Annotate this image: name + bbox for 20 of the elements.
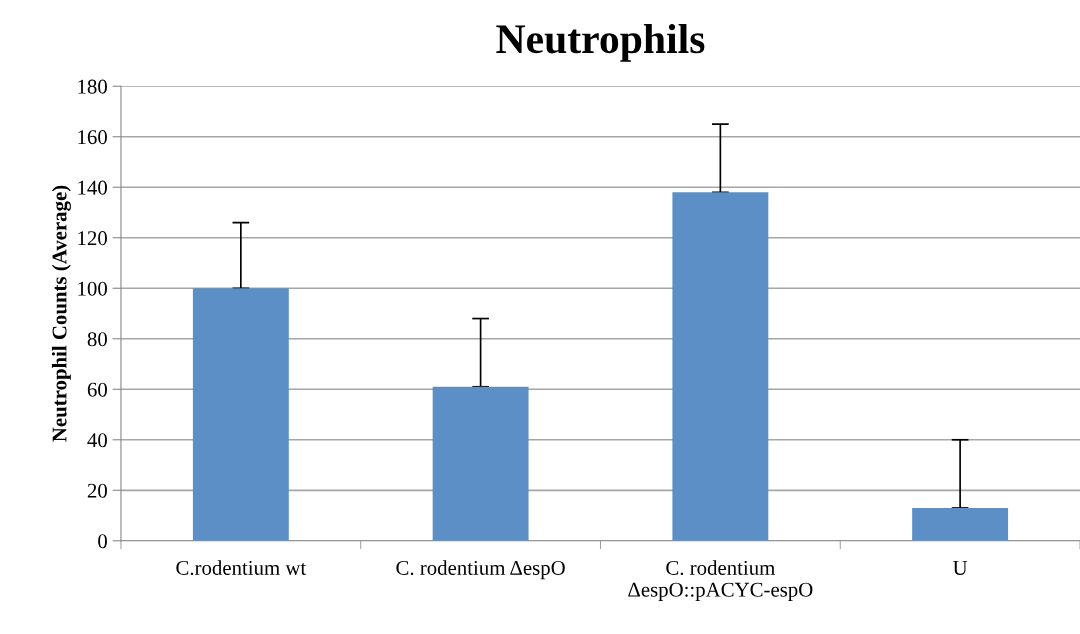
x-tick-label: C. rodentium ΔespO	[396, 560, 565, 580]
chart-title: Neutrophils	[496, 23, 705, 62]
y-tick-label: 20	[87, 483, 107, 498]
y-tick-label: 180	[78, 79, 107, 94]
y-tick-label: 80	[87, 332, 107, 347]
y-axis-title: Neutrophil Counts (Average)	[51, 185, 71, 442]
x-tick-label: C.rodentium wt	[176, 560, 307, 575]
y-tick-label: 160	[78, 130, 107, 145]
bar	[672, 192, 769, 541]
y-tick-label: 0	[98, 534, 107, 549]
bar	[912, 507, 1009, 541]
x-tick-label: U	[953, 561, 968, 575]
y-tick-label: 120	[78, 231, 107, 246]
y-tick-label: 140	[78, 180, 107, 195]
x-tick-label: C. rodentium ΔespO::pACYC-espO	[628, 560, 813, 601]
bar	[432, 386, 529, 541]
bar	[192, 288, 289, 541]
y-tick-label: 40	[87, 433, 107, 448]
y-tick-label: 100	[78, 281, 107, 296]
y-tick-label: 60	[87, 382, 107, 397]
